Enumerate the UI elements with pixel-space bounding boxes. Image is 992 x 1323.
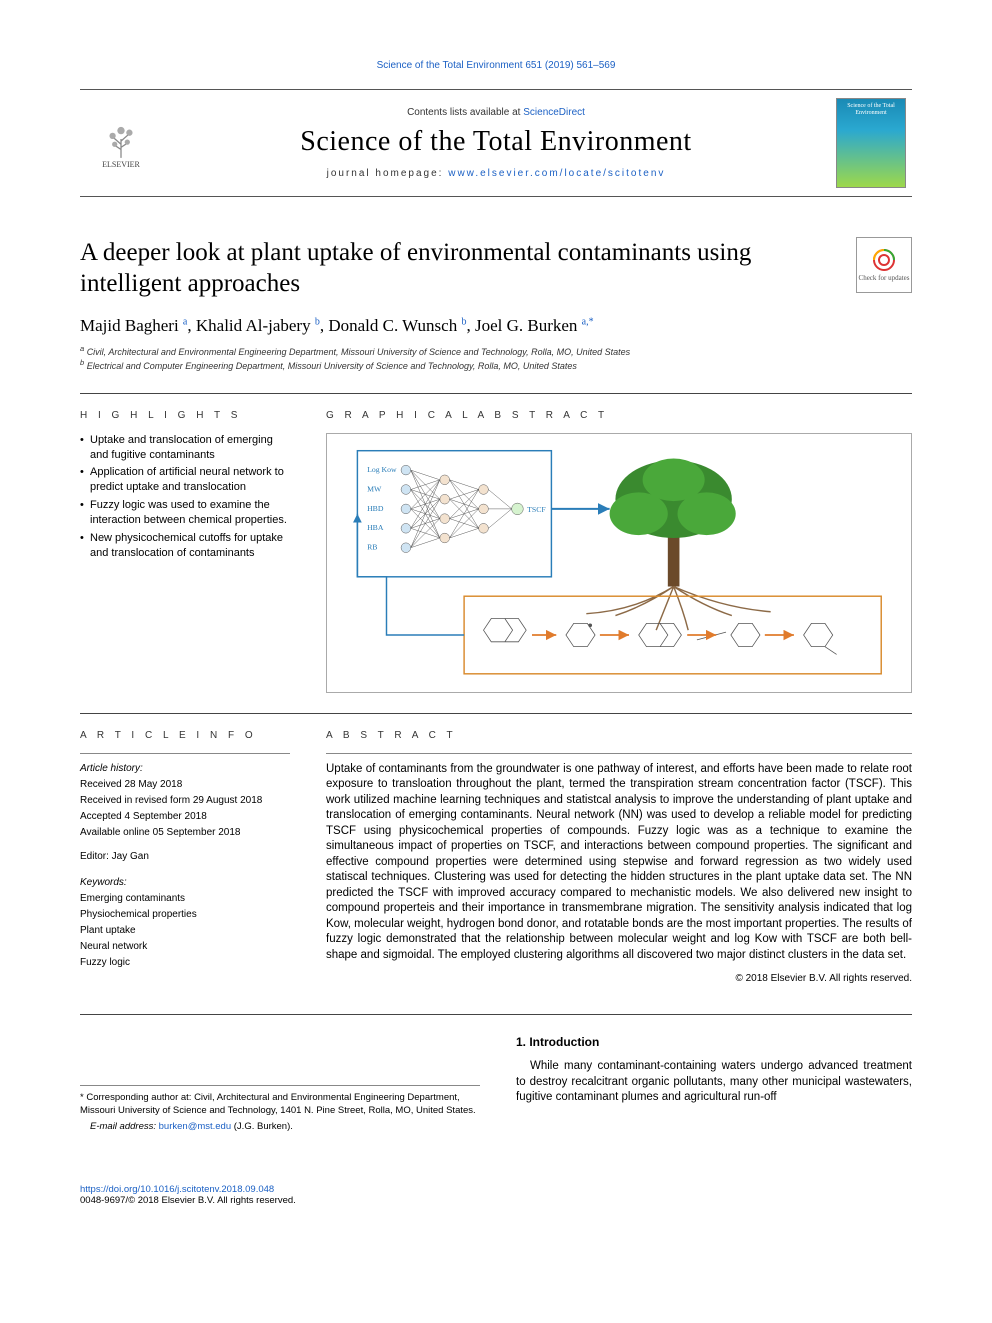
check-updates-badge[interactable]: Check for updates: [856, 237, 912, 293]
accepted-date: Accepted 4 September 2018: [80, 810, 290, 824]
sciencedirect-link[interactable]: ScienceDirect: [523, 107, 585, 118]
keywords-label: Keywords:: [80, 876, 290, 890]
crossmark-icon: [872, 248, 896, 272]
cover-text: Science of the Total Environment: [837, 103, 905, 116]
sciencedirect-line: Contents lists available at ScienceDirec…: [156, 107, 836, 118]
highlights-heading: H I G H L I G H T S: [80, 410, 290, 421]
journal-homepage-link[interactable]: www.elsevier.com/locate/scitotenv: [448, 168, 665, 179]
keyword: Physiochemical properties: [80, 908, 290, 922]
editor-line: Editor: Jay Gan: [80, 850, 290, 864]
divider: [80, 1014, 912, 1015]
introduction-text: While many contaminant-containing waters…: [516, 1059, 912, 1106]
svg-text:RB: RB: [367, 543, 377, 552]
publisher-name: ELSEVIER: [102, 160, 140, 169]
keyword: Plant uptake: [80, 924, 290, 938]
keyword: Fuzzy logic: [80, 956, 290, 970]
corresponding-author: * Corresponding author at: Civil, Archit…: [80, 1085, 480, 1133]
author[interactable]: Majid Bagheri a: [80, 316, 187, 335]
journal-cover-thumbnail[interactable]: Science of the Total Environment: [836, 98, 906, 188]
highlight-item: Uptake and translocation of emerging and…: [80, 433, 290, 463]
affiliations: a Civil, Architectural and Environmental…: [80, 344, 912, 373]
publisher-logo[interactable]: ELSEVIER: [86, 103, 156, 183]
highlights-list: Uptake and translocation of emerging and…: [80, 433, 290, 561]
journal-citation[interactable]: Science of the Total Environment 651 (20…: [80, 60, 912, 71]
svg-text:HBA: HBA: [367, 524, 384, 533]
divider: [80, 713, 912, 714]
highlight-item: New physicochemical cutoffs for uptake a…: [80, 531, 290, 561]
history-label: Article history:: [80, 762, 290, 776]
received-date: Received 28 May 2018: [80, 778, 290, 792]
article-title: A deeper look at plant uptake of environ…: [80, 237, 836, 300]
email-label: E-mail address:: [90, 1121, 159, 1132]
authors-line: Majid Bagheri a, Khalid Al-jabery b, Don…: [80, 316, 912, 336]
masthead: ELSEVIER Contents lists available at Sci…: [80, 89, 912, 197]
svg-text:MW: MW: [367, 485, 382, 494]
abstract-copyright: © 2018 Elsevier B.V. All rights reserved…: [326, 973, 912, 984]
author[interactable]: Khalid Al-jabery b: [196, 316, 320, 335]
journal-homepage: journal homepage: www.elsevier.com/locat…: [156, 168, 836, 179]
graphical-abstract-svg: Log Kow MW HBD HBA RB: [339, 441, 900, 684]
abstract-heading: A B S T R A C T: [326, 730, 912, 741]
graphical-abstract-heading: G R A P H I C A L A B S T R A C T: [326, 410, 912, 421]
doi-link[interactable]: https://doi.org/10.1016/j.scitotenv.2018…: [80, 1184, 274, 1195]
graphical-abstract: Log Kow MW HBD HBA RB: [326, 433, 912, 693]
keyword: Emerging contaminants: [80, 892, 290, 906]
highlight-item: Application of artificial neural network…: [80, 465, 290, 495]
svg-text:HBD: HBD: [367, 504, 384, 513]
updates-badge-label: Check for updates: [859, 274, 910, 282]
doi-block: https://doi.org/10.1016/j.scitotenv.2018…: [80, 1184, 912, 1206]
revised-date: Received in revised form 29 August 2018: [80, 794, 290, 808]
article-info: Article history: Received 28 May 2018 Re…: [80, 753, 290, 970]
online-date: Available online 05 September 2018: [80, 826, 290, 840]
author[interactable]: Joel G. Burken a,*: [475, 316, 594, 335]
article-info-heading: A R T I C L E I N F O: [80, 730, 290, 741]
issn-copyright: 0048-9697/© 2018 Elsevier B.V. All right…: [80, 1195, 296, 1206]
tree-icon: [586, 459, 770, 631]
highlight-item: Fuzzy logic was used to examine the inte…: [80, 498, 290, 528]
introduction-heading: 1. Introduction: [516, 1035, 912, 1049]
author[interactable]: Donald C. Wunsch b: [328, 316, 466, 335]
corresponding-email-link[interactable]: burken@mst.edu: [159, 1121, 231, 1132]
email-author-name: (J.G. Burken).: [231, 1121, 293, 1132]
keyword: Neural network: [80, 940, 290, 954]
svg-text:TSCF: TSCF: [527, 505, 546, 514]
elsevier-tree-icon: [100, 118, 142, 160]
svg-text:Log Kow: Log Kow: [367, 465, 397, 474]
abstract-text: Uptake of contaminants from the groundwa…: [326, 762, 912, 964]
journal-name: Science of the Total Environment: [156, 126, 836, 158]
divider: [80, 393, 912, 394]
